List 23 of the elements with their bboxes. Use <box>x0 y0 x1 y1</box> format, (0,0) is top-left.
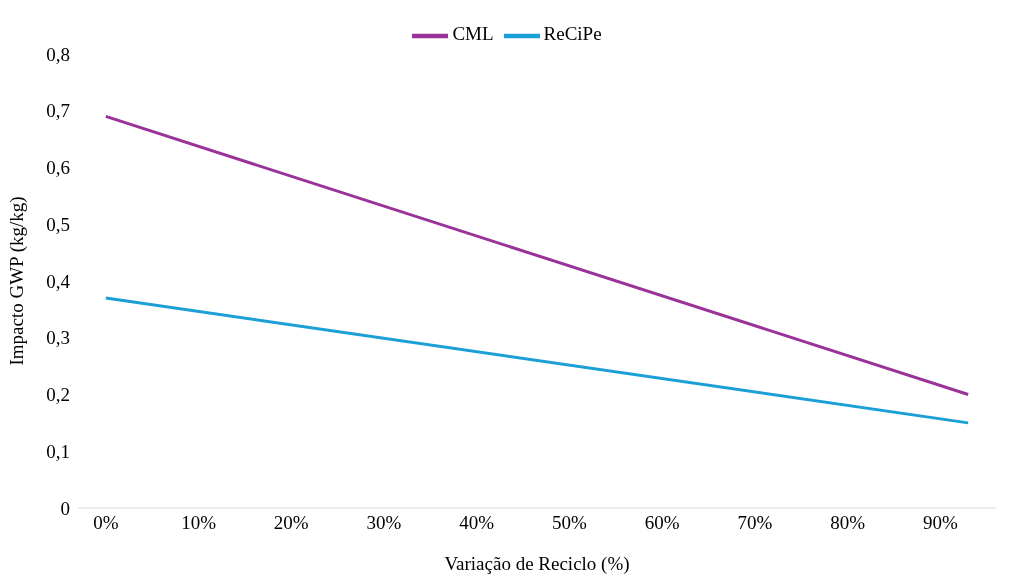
x-tick-label: 20% <box>273 512 309 534</box>
y-tick-label: 0,2 <box>46 384 70 406</box>
y-tick-label: 0,7 <box>46 100 70 122</box>
x-axis-title: Variação de Reciclo (%) <box>444 553 630 575</box>
legend-label: CML <box>452 23 494 45</box>
y-tick-label: 0 <box>60 497 70 519</box>
y-tick-label: 0,5 <box>46 213 70 235</box>
y-tick-label: 0,8 <box>46 43 70 65</box>
y-tick-label: 0,1 <box>46 440 70 462</box>
x-tick-label: 30% <box>366 512 402 534</box>
x-tick-label: 60% <box>644 512 680 534</box>
x-tick-label: 80% <box>830 512 866 534</box>
y-tick-label: 0,6 <box>46 157 70 179</box>
x-tick-label: 10% <box>181 512 217 534</box>
x-tick-label: 0% <box>93 512 119 534</box>
x-tick-label: 50% <box>552 512 588 534</box>
x-tick-label: 90% <box>922 512 958 534</box>
y-tick-label: 0,4 <box>46 270 71 292</box>
y-tick-label: 0,3 <box>46 327 70 349</box>
x-tick-label: 70% <box>737 512 773 534</box>
x-tick-label: 40% <box>459 512 495 534</box>
legend-label: ReCiPe <box>543 23 602 45</box>
y-axis-title: Impacto GWP (kg/kg) <box>5 196 28 366</box>
